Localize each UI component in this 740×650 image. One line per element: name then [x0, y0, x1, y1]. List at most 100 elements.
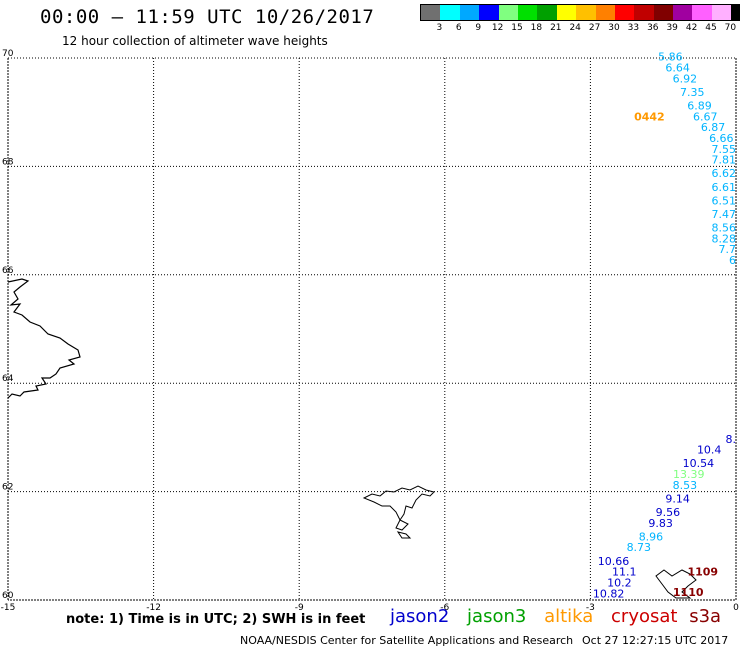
lon-tick-label: -15	[1, 603, 16, 613]
wave-height-label: 8.96	[639, 530, 664, 543]
scale-label: 33	[627, 23, 640, 33]
legend-jason3: jason3	[467, 606, 527, 627]
wave-height-label: 10.2	[607, 576, 632, 589]
scale-label: 27	[588, 23, 601, 33]
scale-label: 30	[608, 23, 620, 33]
wave-height-label: 8.56	[712, 221, 737, 234]
wave-height-label: 10.82	[593, 587, 625, 600]
scale-label: 42	[685, 23, 698, 33]
lon-tick-label: -12	[146, 603, 161, 613]
scale-label: 36	[647, 23, 659, 33]
scale-label: 39	[666, 23, 678, 33]
scale-swatch	[595, 5, 615, 20]
scale-label: 9	[475, 23, 482, 33]
iceland-coast	[7, 278, 81, 399]
map-frame	[7, 57, 737, 601]
wave-height-label: 9.56	[656, 506, 681, 519]
scale-swatch	[421, 5, 441, 20]
wave-height-label: 7.81	[712, 154, 737, 167]
map-grid	[7, 57, 737, 601]
wave-height-label: 7.55	[712, 143, 737, 156]
color-scale-swatches	[420, 4, 740, 21]
scale-label: 24	[569, 23, 581, 33]
scale-swatch	[692, 5, 712, 20]
wave-height-label: 7.47	[712, 208, 737, 221]
page-title: 00:00 – 11:59 UTC 10/26/2017	[40, 6, 375, 28]
lat-tick-label: 60	[2, 591, 14, 601]
scale-swatch	[614, 5, 635, 20]
wave-height-label: 6.62	[712, 167, 737, 180]
wave-height-label: 10.4	[697, 444, 722, 457]
lat-tick-label: 66	[2, 266, 14, 276]
lat-tick-label: 64	[2, 374, 14, 384]
wave-height-label: 8.28	[712, 232, 737, 245]
wave-height-label: 5.86	[658, 51, 683, 64]
wave-height-label: 7.7	[719, 243, 737, 256]
legend-jason2: jason2	[390, 606, 450, 627]
wave-height-label: 8.73	[627, 541, 652, 554]
wave-height-label: 8.53	[673, 479, 698, 492]
map-ticks: -15 -12 -9 -6 -3 0 70 68 66 64 62 60	[1, 49, 739, 613]
wave-height-label: 9.83	[648, 517, 673, 530]
scale-label: 45	[705, 23, 717, 33]
scale-label: 15	[511, 23, 523, 33]
legend-altika: altika	[544, 606, 594, 627]
scale-swatch	[576, 5, 596, 20]
wave-height-label: 1109	[687, 566, 718, 579]
wave-height-label: 7.35	[680, 86, 705, 99]
scale-swatch	[731, 5, 740, 20]
scale-swatch	[517, 5, 538, 20]
wave-height-label: 10.66	[598, 555, 630, 568]
wave-height-label: 6.64	[665, 62, 690, 75]
lat-tick-label: 62	[2, 483, 13, 493]
wave-height-label: 10.54	[683, 457, 715, 470]
wave-height-label: 6.51	[712, 194, 737, 207]
scale-label: 12	[491, 23, 504, 33]
wave-height-points: 5.866.646.927.356.896.676.876.667.557.81…	[593, 51, 736, 601]
wave-height-label: 6.61	[712, 181, 737, 194]
page-subtitle: 12 hour collection of altimeter wave hei…	[62, 34, 328, 48]
scale-swatch	[459, 5, 480, 20]
faroe-islands	[362, 485, 435, 539]
wave-height-label: 6.89	[687, 99, 712, 112]
footer-note: note: 1) Time is in UTC; 2) SWH is in fe…	[66, 612, 366, 627]
wave-height-label: 11.1	[612, 566, 637, 579]
scale-label: 3	[436, 23, 443, 33]
wave-height-label: 6.67	[693, 110, 718, 123]
scale-label: 18	[530, 23, 543, 33]
scale-swatch	[711, 5, 732, 20]
scale-swatch	[440, 5, 460, 20]
lon-tick-label: 0	[733, 603, 739, 613]
scale-label: 21	[550, 23, 562, 33]
wave-height-label: 6.87	[701, 121, 726, 134]
lat-tick-label: 70	[2, 49, 14, 59]
scale-swatch	[498, 5, 518, 20]
scale-swatch	[479, 5, 499, 20]
scale-label: 6	[455, 23, 462, 33]
shetland-islands	[655, 569, 697, 599]
scale-swatch	[556, 5, 577, 20]
wave-height-label: 8.	[726, 433, 737, 446]
scale-swatch	[537, 5, 557, 20]
lat-tick-label: 68	[2, 157, 14, 167]
generated-timestamp: Oct 27 12:27:15 UTC 2017	[582, 634, 729, 647]
wave-height-label: 9.14	[665, 492, 690, 505]
scale-swatch	[673, 5, 693, 20]
coastlines	[7, 278, 697, 599]
wave-height-label: 1110	[673, 586, 704, 599]
wave-height-label: 6.66	[709, 132, 734, 145]
legend-cryosat: cryosat	[611, 606, 678, 627]
scale-swatch	[634, 5, 654, 20]
satellite-legend: jason2 jason3 altika cryosat s3a	[390, 606, 733, 627]
lon-tick-label: -6	[440, 603, 449, 613]
wave-height-label: 6	[729, 254, 736, 267]
wave-height-label: 0442	[634, 110, 665, 123]
wave-height-label: 6.92	[673, 72, 698, 85]
lon-tick-label: -3	[586, 603, 595, 613]
lon-tick-label: -9	[295, 603, 304, 613]
scale-label: 70	[724, 23, 737, 33]
scale-swatch	[653, 5, 674, 20]
